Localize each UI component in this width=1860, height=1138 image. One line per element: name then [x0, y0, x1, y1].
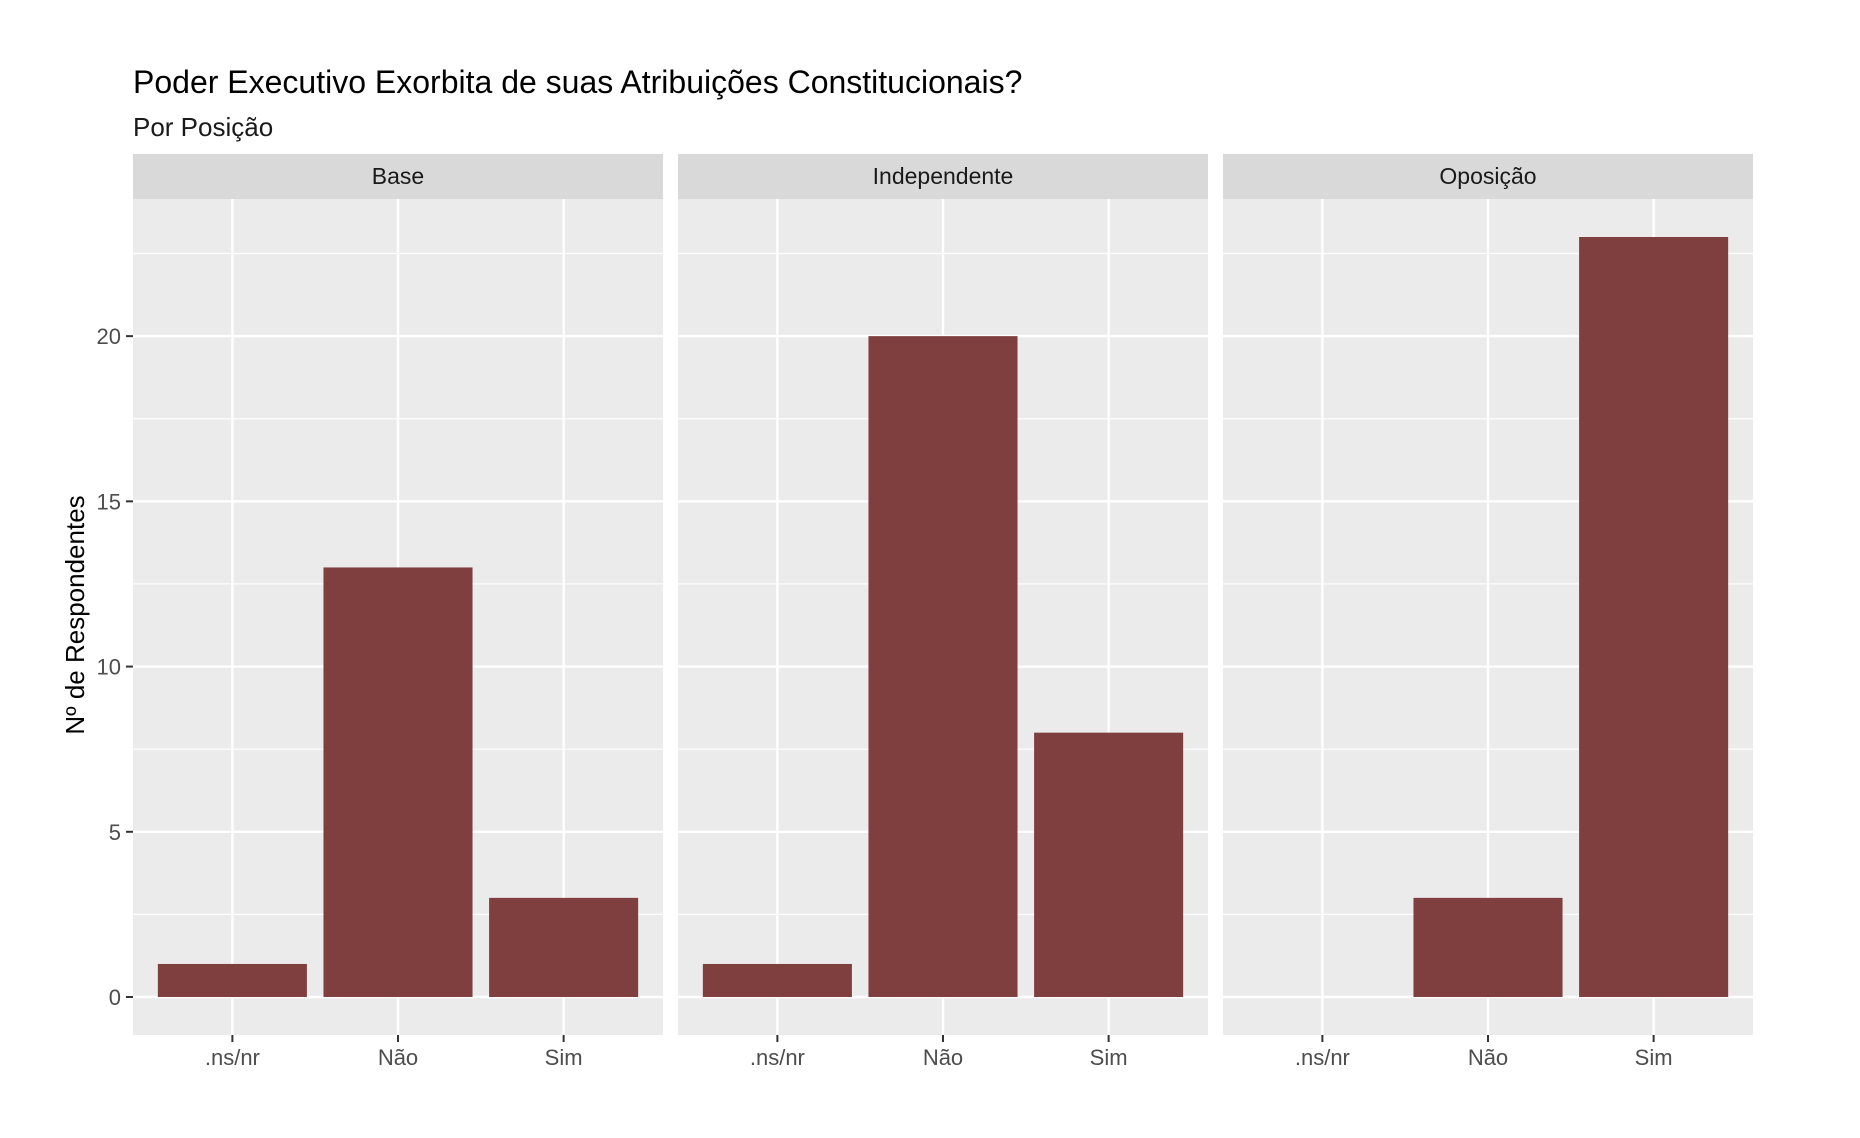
x-tick-label: Não — [378, 1045, 418, 1070]
facet-panels: Base .ns/nr Não Sim Independente .ns/nr Não Sim… — [97, 154, 1753, 1070]
y-axis-title: Nº de Respondentes — [60, 495, 90, 734]
facet-strip-label: Independente — [873, 163, 1014, 189]
bar — [1579, 237, 1729, 997]
x-tick-label: .ns/nr — [205, 1045, 260, 1070]
bar — [702, 963, 852, 997]
bar — [1413, 897, 1563, 997]
y-tick-label: 10 — [97, 655, 121, 680]
x-tick-label: .ns/nr — [750, 1045, 805, 1070]
x-tick-label: Sim — [1090, 1045, 1128, 1070]
facet-strip-label: Base — [372, 163, 424, 189]
y-axis: 0 5 10 15 20 — [97, 324, 133, 1010]
y-tick-label: 5 — [109, 820, 121, 845]
x-tick-label: Não — [923, 1045, 963, 1070]
chart-title: Poder Executivo Exorbita de suas Atribui… — [133, 64, 1022, 100]
bar — [1034, 732, 1184, 997]
bar — [489, 897, 639, 997]
x-tick-label: Sim — [1635, 1045, 1673, 1070]
facet-0: Base .ns/nr Não Sim — [133, 154, 663, 1070]
x-tick-label: Não — [1468, 1045, 1508, 1070]
x-tick-label: .ns/nr — [1295, 1045, 1350, 1070]
facet-strip-label: Oposição — [1439, 163, 1536, 189]
y-tick-label: 15 — [97, 489, 121, 514]
y-tick-label: 20 — [97, 324, 121, 349]
bar — [868, 336, 1018, 997]
chart-subtitle: Por Posição — [133, 112, 273, 142]
bar — [157, 963, 307, 997]
x-tick-label: Sim — [545, 1045, 583, 1070]
bar — [323, 567, 473, 997]
facet-strip — [678, 154, 1208, 199]
facet-strip — [1223, 154, 1753, 199]
facet-2: Oposição .ns/nr Não Sim — [1223, 154, 1753, 1070]
facet-1: Independente .ns/nr Não Sim — [678, 154, 1208, 1070]
y-tick-label: 0 — [109, 985, 121, 1010]
facet-strip — [133, 154, 663, 199]
